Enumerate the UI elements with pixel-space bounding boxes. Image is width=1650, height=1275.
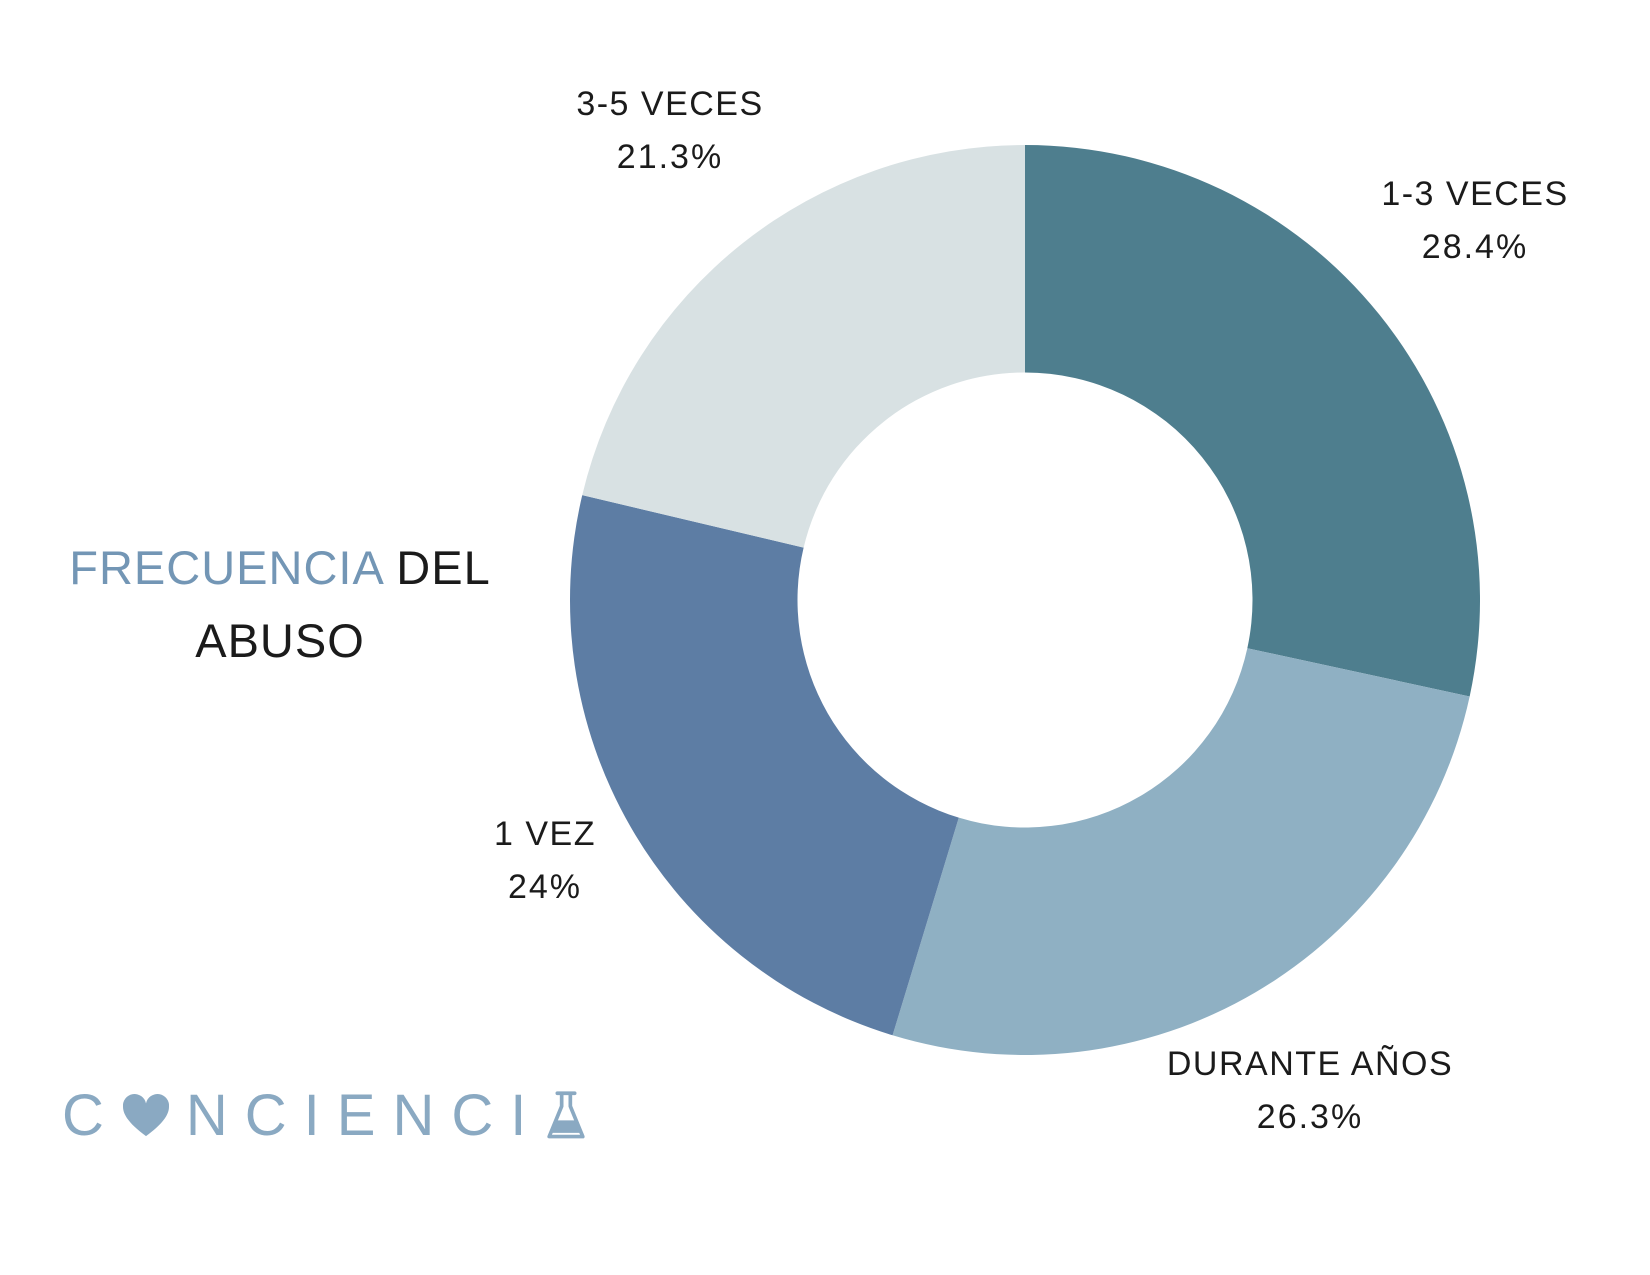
donut-slice-1-3-veces	[1025, 145, 1480, 697]
slice-label-1-3-veces: 1-3 VECES 28.4%	[1320, 168, 1630, 273]
heart-icon	[122, 1093, 169, 1138]
flask-icon	[544, 1090, 588, 1142]
donut-slice-durante-años	[892, 648, 1470, 1055]
slice-name: 3-5 VECES	[576, 85, 764, 123]
slice-percent: 21.3%	[616, 137, 724, 176]
chart-title: FRECUENCIA DEL ABUSO	[25, 532, 535, 678]
donut-slice-1-vez	[570, 495, 959, 1036]
chart-title-highlight: FRECUENCIA	[69, 541, 383, 594]
slice-percent: 26.3%	[1256, 1097, 1364, 1136]
donut-slice-3-5-veces	[582, 145, 1025, 548]
slice-label-1-vez: 1 VEZ 24%	[420, 808, 670, 913]
brand-letters-ncienci: NCIENCI	[185, 1083, 544, 1148]
brand-logo: C NCIENCI	[62, 1082, 588, 1149]
slice-name: DURANTE AÑOS	[1166, 1045, 1454, 1083]
slice-label-3-5-veces: 3-5 VECES 21.3%	[520, 78, 820, 183]
chart-title-rest: DEL	[382, 541, 491, 594]
brand-letter-c: C	[62, 1083, 121, 1148]
chart-title-line2: ABUSO	[195, 613, 365, 667]
slice-label-durante-anos: DURANTE AÑOS 26.3%	[1110, 1038, 1510, 1143]
slice-percent: 28.4%	[1421, 227, 1529, 266]
slice-name: 1-3 VECES	[1381, 175, 1569, 213]
slice-percent: 24%	[507, 867, 583, 906]
donut-chart	[570, 145, 1480, 1055]
slice-name: 1 VEZ	[494, 815, 596, 853]
